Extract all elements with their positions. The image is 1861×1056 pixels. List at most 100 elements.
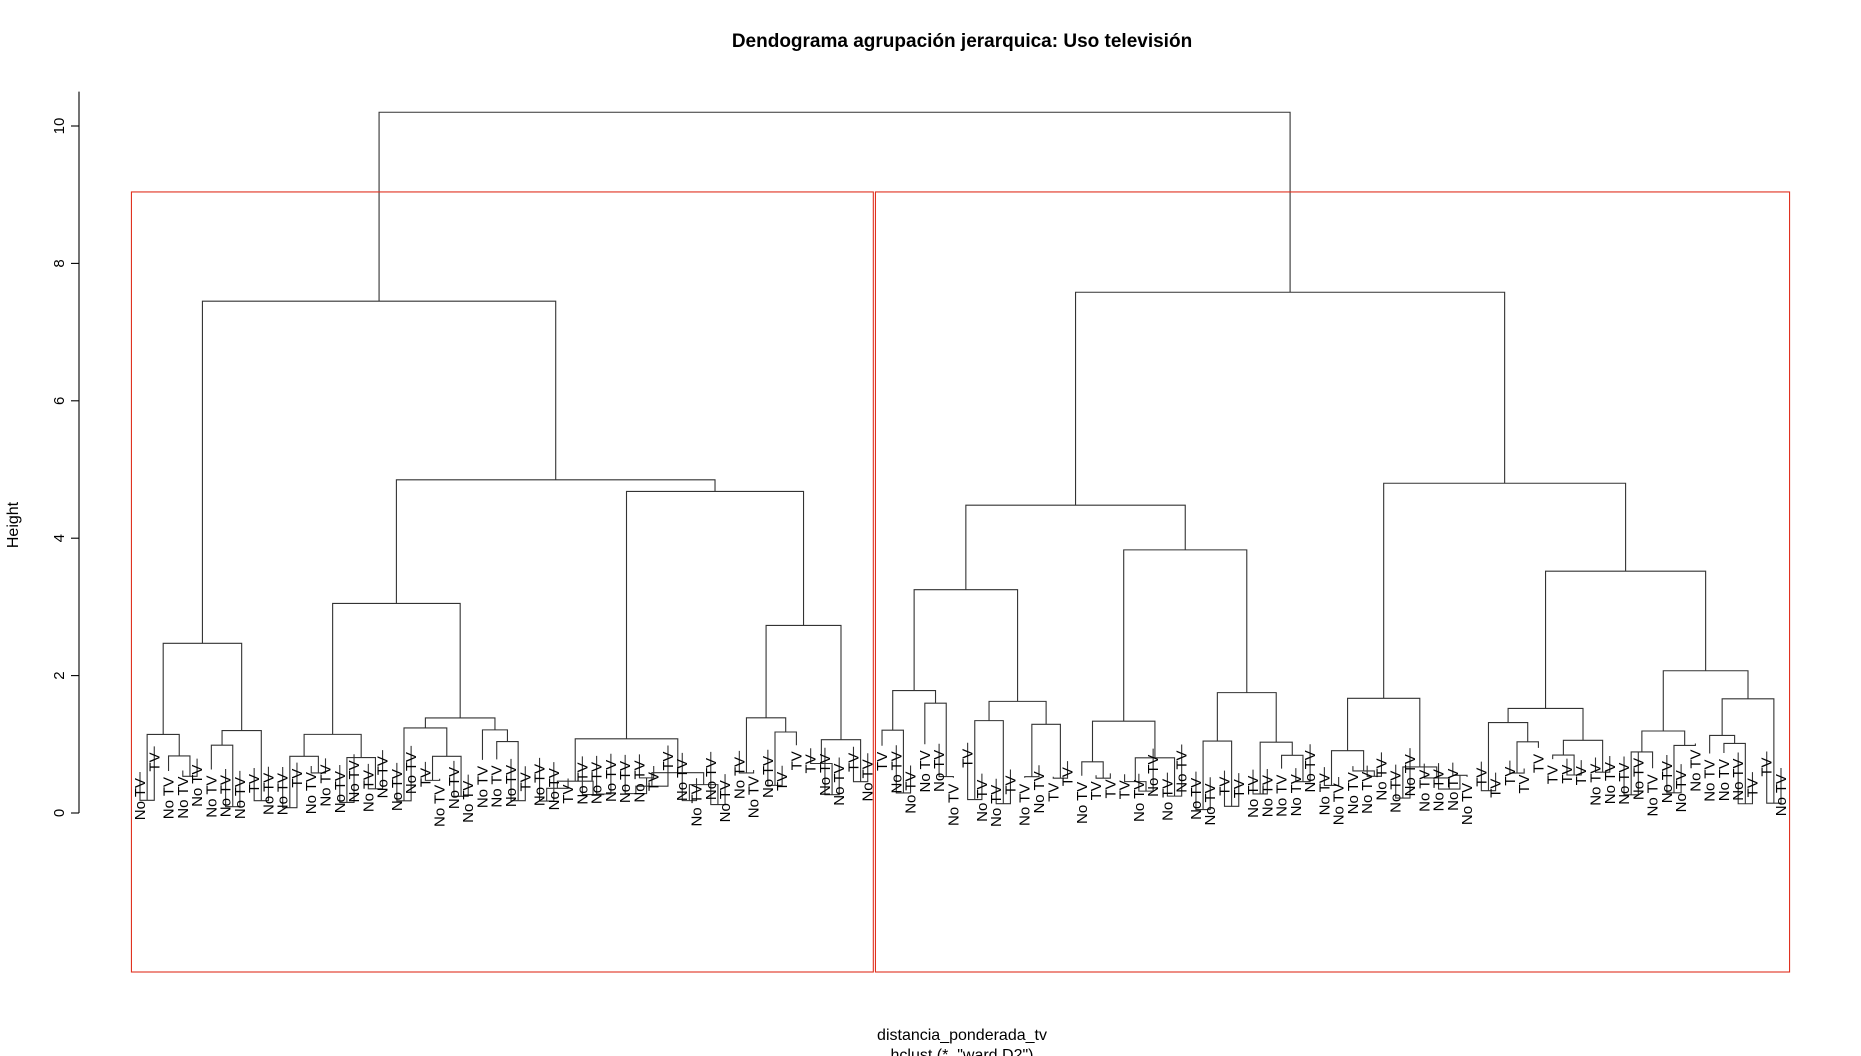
- leaf-label: TV: [560, 785, 577, 804]
- dendrogram-branch: [1673, 743, 1696, 793]
- x-axis-sublabel: hclust (*, "ward.D2"): [891, 1047, 1034, 1056]
- leaf-label: TV: [646, 772, 663, 791]
- leaf-label: No TV: [1630, 758, 1647, 800]
- leaf-label: TV: [1744, 778, 1761, 797]
- y-axis-label: Height: [5, 501, 22, 548]
- dendrogram-branch: [895, 745, 912, 794]
- dendrogram-branch: [289, 755, 319, 808]
- dendrogram-branch: [396, 745, 412, 802]
- y-tick-label: 2: [51, 671, 68, 679]
- dendrogram-branch: [1452, 762, 1468, 777]
- leaf-label: No TV: [203, 775, 220, 817]
- leaf-label: No TV: [589, 762, 606, 804]
- leaf-label: No TV: [1345, 772, 1362, 814]
- leaf-label: No TV: [1616, 763, 1633, 805]
- dendrogram-branch: [1081, 761, 1104, 779]
- leaf-label: No TV: [532, 764, 549, 806]
- leaf-label: TV: [146, 752, 163, 771]
- dendrogram-branch: [974, 720, 1004, 804]
- leaf-label: No TV: [617, 761, 634, 803]
- dendrogram-branch: [182, 758, 198, 777]
- dendrogram-branch: [1095, 773, 1111, 779]
- dendrogram-branch: [1202, 740, 1233, 810]
- leaf-label: No TV: [1131, 780, 1148, 822]
- cluster-box-2: [874, 191, 1791, 973]
- dendrogram-branch: [332, 602, 461, 735]
- dendrogram-branch: [367, 750, 384, 790]
- dendrogram-branch: [538, 757, 555, 802]
- leaf-label: No TV: [1017, 784, 1034, 826]
- dendrogram-branch: [424, 761, 441, 781]
- leaf-label: No TV: [1331, 783, 1348, 825]
- leaf-label: No TV: [375, 756, 392, 798]
- leaf-label: TV: [417, 768, 434, 787]
- leaf-label: No TV: [446, 767, 463, 809]
- leaf-label: No TV: [931, 750, 948, 792]
- dendrogram-branch: [303, 733, 362, 758]
- leaf-label: No TV: [574, 762, 591, 804]
- dendrogram-branch: [1516, 741, 1539, 774]
- dendrogram-branch: [1507, 707, 1584, 741]
- leaf-label: No TV: [1031, 771, 1048, 813]
- dendrogram-branch: [1295, 744, 1311, 783]
- leaf-label: TV: [1088, 781, 1105, 800]
- dendrogram-branch: [967, 742, 983, 801]
- y-tick-label: 0: [51, 809, 68, 817]
- dendrogram-branch: [688, 784, 719, 805]
- leaf-label: TV: [1216, 777, 1233, 796]
- leaf-label: No TV: [1687, 749, 1704, 791]
- dendrogram-branch: [225, 768, 241, 808]
- leaf-label: No TV: [1716, 759, 1733, 801]
- y-tick-label: 4: [51, 534, 68, 542]
- leaf-label: No TV: [1202, 783, 1219, 825]
- leaf-label: No TV: [746, 776, 763, 818]
- leaf-label: TV: [1759, 758, 1776, 777]
- dendrogram-branch: [346, 756, 376, 803]
- leaf-label: No TV: [460, 781, 477, 823]
- dendrogram-branch: [1562, 739, 1604, 773]
- dendrogram-branch: [638, 754, 655, 779]
- dendrogram-branch: [710, 751, 726, 806]
- leaf-label: TV: [246, 774, 263, 793]
- dendrogram-branch: [1366, 752, 1382, 777]
- dendrogram-branch: [820, 739, 862, 782]
- leaf-label: No TV: [1074, 782, 1091, 824]
- leaf-label: No TV: [1188, 778, 1205, 820]
- dendrogram-branch: [738, 750, 755, 774]
- dendrogram-branch: [625, 490, 805, 739]
- x-axis-label: distancia_ponderada_tv: [877, 1027, 1047, 1044]
- dendrogram-branch: [1623, 751, 1639, 796]
- leaf-label: No TV: [1359, 772, 1376, 814]
- dendrogram-branch: [1766, 751, 1782, 804]
- leaf-label: No TV: [161, 777, 178, 819]
- leaf-label: No TV: [945, 784, 962, 826]
- dendrogram-branch: [892, 689, 937, 731]
- dendrogram-branch: [1395, 748, 1411, 799]
- leaf-label: TV: [1488, 779, 1505, 798]
- leaf-label: No TV: [1174, 750, 1191, 792]
- dendrogram-branch: [339, 754, 355, 803]
- dendrogram-branch: [1487, 722, 1529, 791]
- leaf-label: No TV: [703, 758, 720, 800]
- dendrogram-branch: [496, 741, 519, 801]
- dendrogram-branch: [201, 300, 557, 644]
- leaf-label: No TV: [1402, 754, 1419, 796]
- dendrogram-branch: [681, 752, 698, 802]
- leaf-label: No TV: [903, 772, 920, 814]
- dendrogram-branch: [1437, 763, 1461, 790]
- leaf-label: TV: [289, 769, 306, 788]
- cluster-highlight-boxes: [130, 191, 1791, 973]
- leaf-label: TV: [1516, 774, 1533, 793]
- dendrogram-branch: [767, 749, 783, 786]
- dendrogram-branch: [546, 778, 569, 802]
- dendrogram-branch: [596, 753, 612, 795]
- dendrogram-branch: [282, 762, 298, 809]
- dendrogram-branch: [1723, 742, 1746, 804]
- dendrogram-branch: [253, 766, 269, 802]
- leaf-label: TV: [874, 752, 891, 771]
- leaf-label: No TV: [631, 760, 648, 802]
- leaf-label: No TV: [1316, 773, 1333, 815]
- dendrogram-branch: [635, 745, 669, 794]
- leaf-label: No TV: [503, 765, 520, 807]
